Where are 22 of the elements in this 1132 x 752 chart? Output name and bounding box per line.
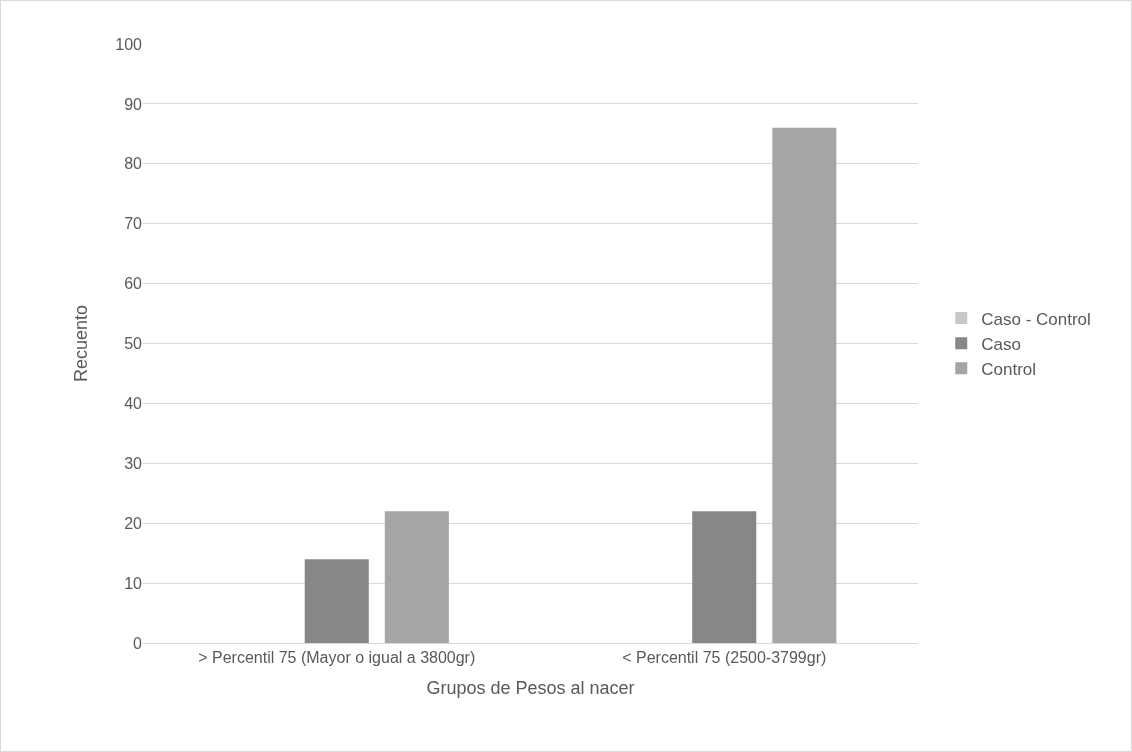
y-tick-label: 90 <box>124 95 143 113</box>
bar <box>692 511 757 643</box>
legend-label: Caso <box>981 334 1021 354</box>
x-axis-title: Grupos de Pesos al nacer <box>426 678 635 699</box>
legend-label: Caso - Control <box>981 309 1091 329</box>
y-tick-label: 40 <box>124 395 143 412</box>
y-tick-label: 30 <box>124 454 143 472</box>
y-tick-label: 0 <box>133 634 143 652</box>
y-tick-label: 50 <box>124 335 143 353</box>
y-tick-label: 80 <box>124 155 143 173</box>
bar <box>304 559 369 643</box>
bar <box>772 127 837 643</box>
legend-label: Control <box>981 359 1037 379</box>
y-tick-label: 60 <box>124 275 143 293</box>
y-tick-label: 10 <box>124 574 143 592</box>
y-tick-label: 100 <box>115 35 143 53</box>
y-axis-title: Recuento <box>71 304 92 383</box>
x-tick-label: < Percentil 75 (2500-3799gr) <box>622 649 827 667</box>
y-tick-label: 70 <box>124 215 143 233</box>
x-tick-label: > Percentil 75 (Mayor o igual a 3800gr) <box>198 649 476 667</box>
bar <box>384 511 449 643</box>
y-tick-label: 20 <box>124 514 143 532</box>
